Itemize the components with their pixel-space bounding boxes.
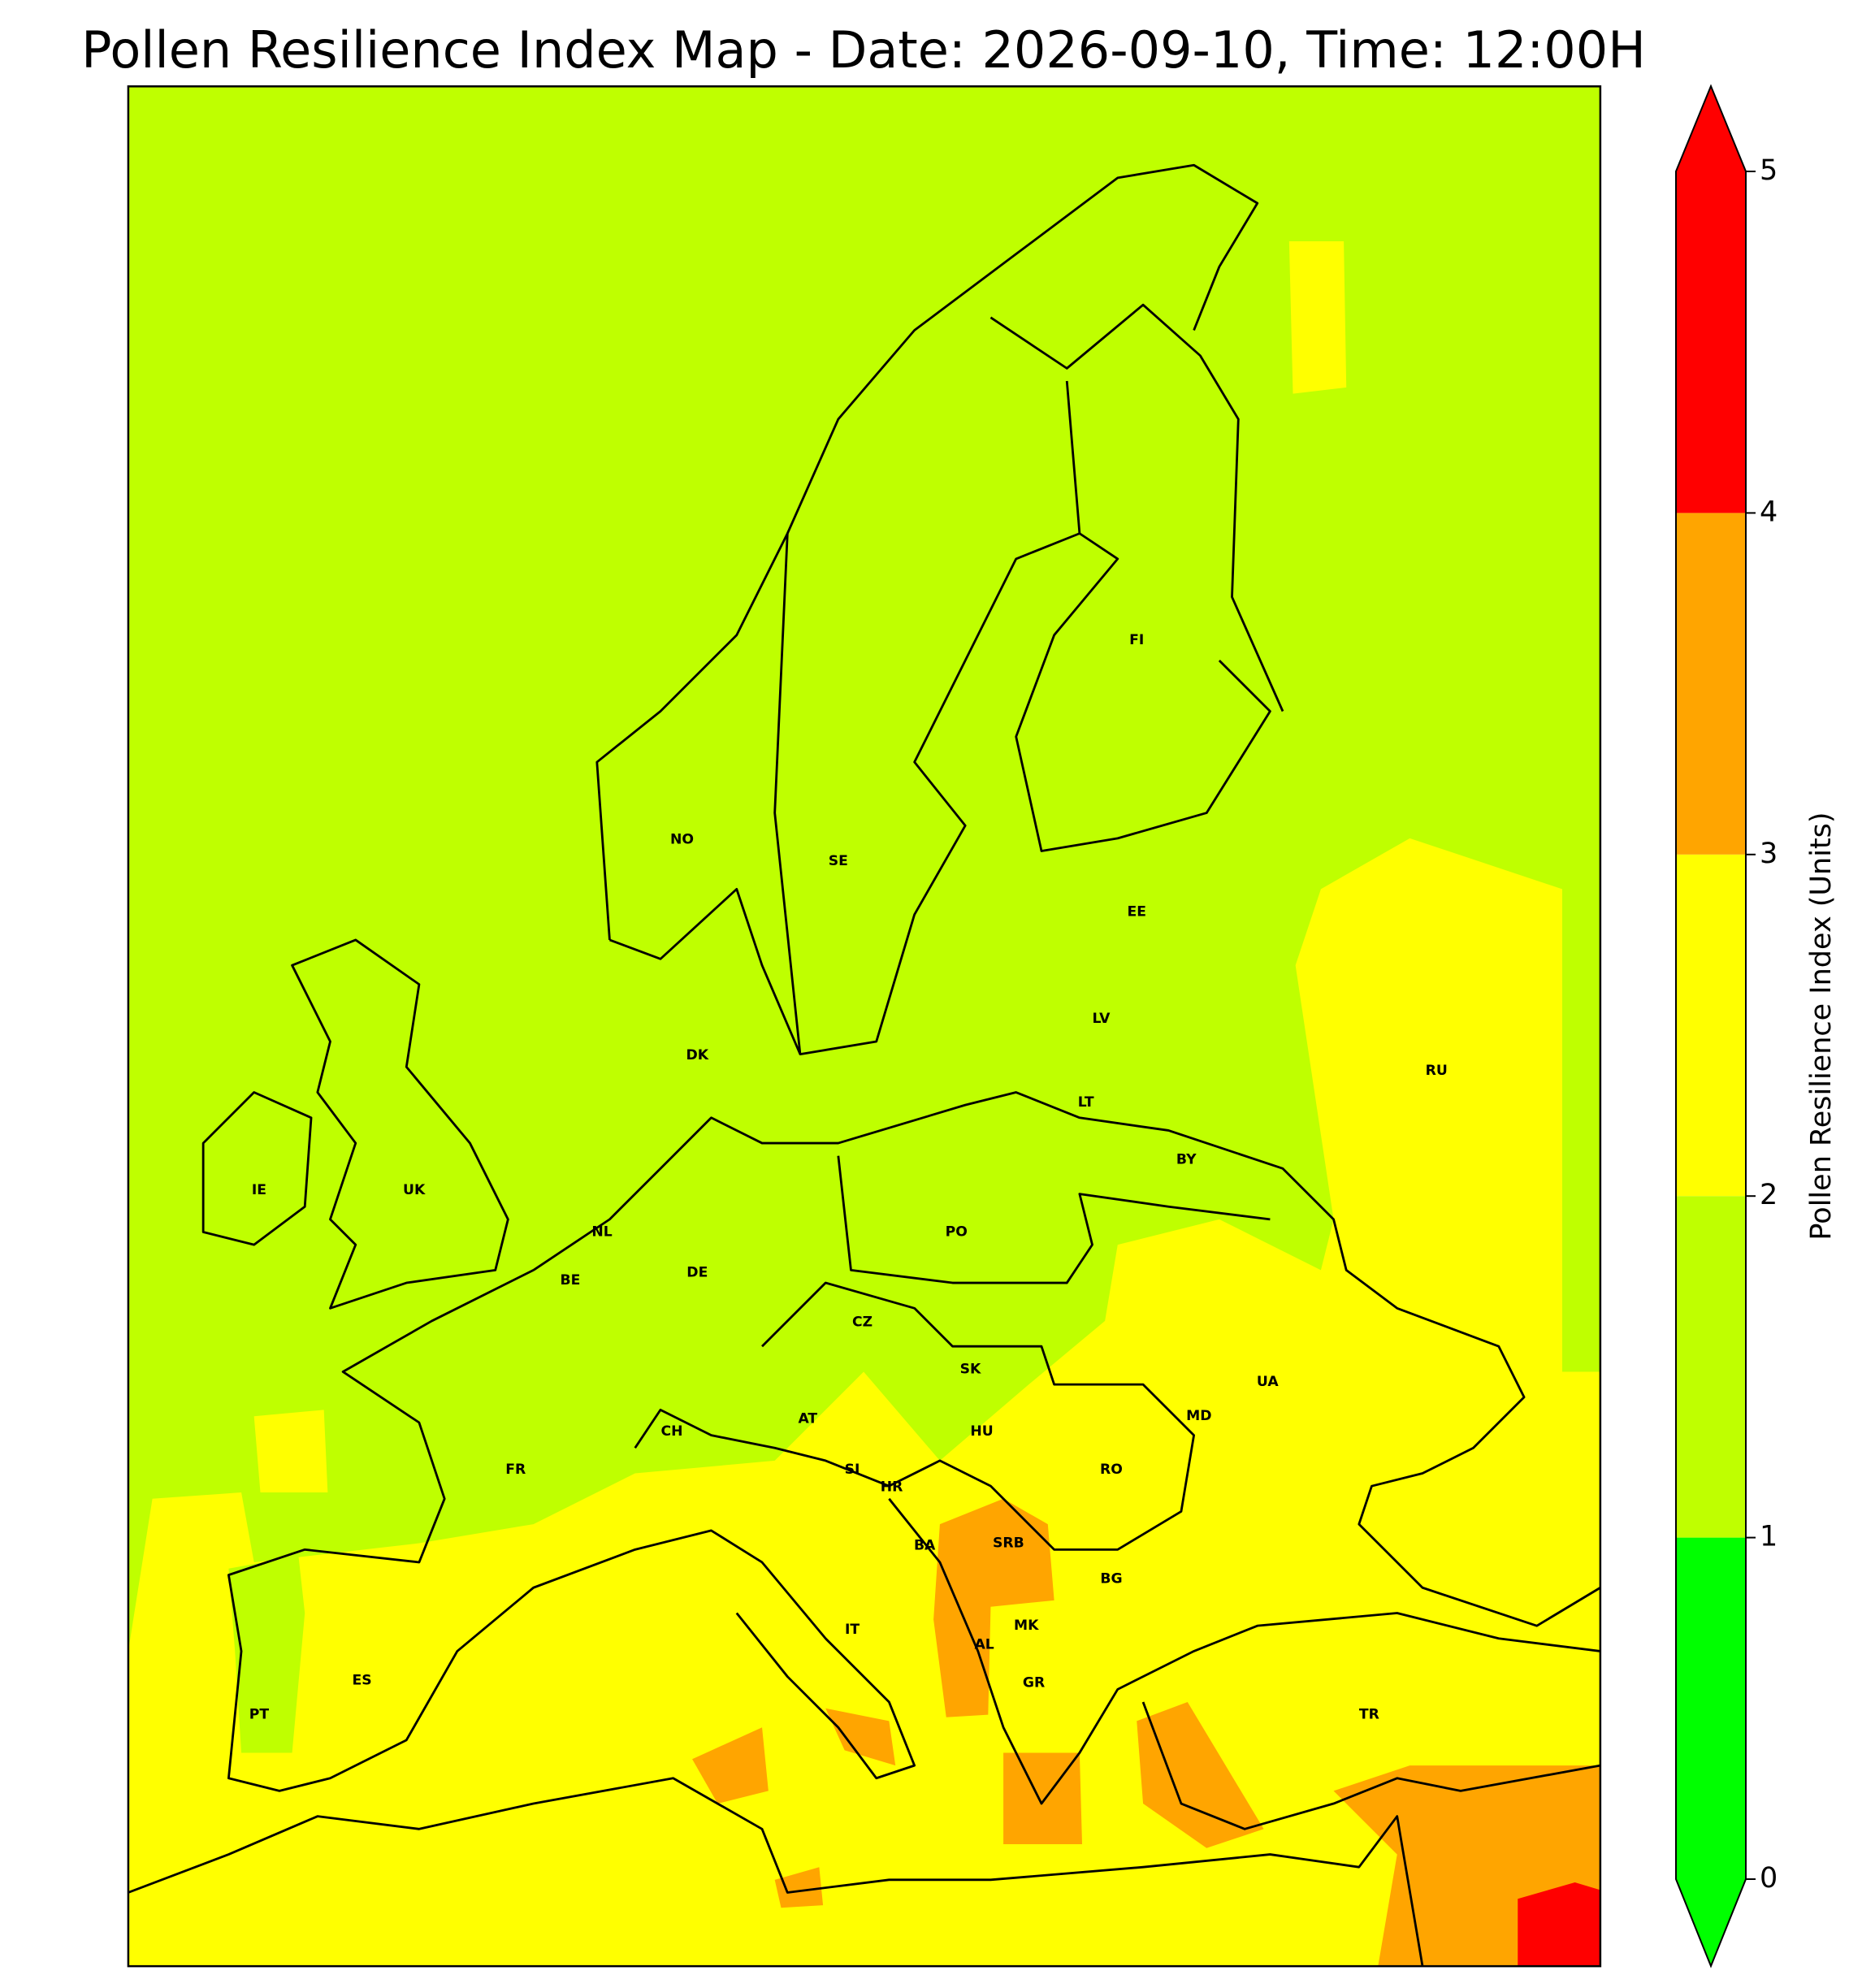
contour-level-3 [1137,1701,1264,1848]
country-label: DE [686,1265,708,1281]
contour-level-2 [253,1410,328,1492]
country-label: IT [845,1622,860,1638]
contour-level-2 [1288,241,1347,394]
coastline [128,1777,1424,1967]
country-label: DK [686,1047,709,1063]
country-label: BG [1100,1570,1122,1587]
country-label: RO [1100,1462,1123,1478]
coastline [291,938,509,1310]
country-label: FI [1129,632,1144,648]
coastline [595,163,1259,941]
coastline [227,1269,916,1792]
colorbar-tick-label: 0 [1760,1862,1778,1895]
country-label: BY [1176,1151,1197,1167]
country-label: IE [252,1182,266,1198]
country-label: LV [1093,1011,1111,1027]
country-label: SK [960,1361,981,1377]
coastline [773,303,1284,1055]
coastlines [128,163,1600,1967]
map-frame [127,85,1602,1968]
country-label: CZ [852,1314,873,1330]
coastline [608,532,1271,1056]
coastline [201,1091,313,1246]
coastline [634,1155,1271,1551]
country-label: UK [403,1182,426,1198]
map-title: Pollen Resilience Index Map - Date: 2026… [81,20,1646,80]
country-label: MK [1014,1618,1039,1634]
country-label: SRB [993,1535,1024,1552]
country-label: AT [798,1410,817,1427]
colorbar-segment [1676,854,1746,1197]
country-label: MD [1186,1408,1211,1424]
contour-level-4 [1518,1882,1600,1967]
country-label: NO [670,831,694,847]
country-label: GR [1023,1675,1045,1691]
colorbar-extend-min [1676,1879,1746,1966]
country-label: TR [1359,1707,1379,1723]
colorbar-extend-max [1676,86,1746,171]
country-label: EE [1128,904,1146,920]
colorbar-tick-label: 1 [1760,1521,1778,1553]
contour-level-3 [933,1498,1054,1717]
country-label: ES [353,1672,372,1688]
coastline [888,1497,1600,1830]
map: NO SE FI EE LV LT BY RU DK IE UK NL BE DE PO CZ SK UA MD AT… [127,85,1602,1968]
contour-level-2 [128,838,1600,1967]
country-label: PT [249,1707,270,1723]
colorbar-tick-label: 5 [1760,154,1778,187]
colorbar: 0 1 2 3 4 5 [1675,84,1778,1969]
index-contours [128,241,1600,1967]
colorbar-segment [1676,1537,1746,1879]
country-label: NL [591,1224,612,1240]
colorbar-label: Pollen Resilience Index (Units) [1805,812,1838,1240]
country-label: LT [1078,1094,1094,1111]
contour-level-3 [692,1727,769,1804]
colorbar-segment [1676,171,1746,513]
country-label: AL [975,1637,994,1653]
country-label: BE [561,1272,581,1289]
country-label: SE [829,853,848,869]
contour-level-1 [228,1556,305,1753]
country-label: HR [881,1479,903,1496]
country-label: FR [505,1462,526,1478]
country-label: BA [914,1538,936,1554]
country-label: UA [1257,1374,1279,1390]
country-label: SI [845,1462,860,1478]
colorbar-segment [1676,513,1746,855]
colorbar-tick-label: 4 [1760,496,1778,528]
country-labels: NO SE FI EE LV LT BY RU DK IE UK NL BE DE PO CZ SK UA MD AT… [249,632,1448,1723]
country-label: HU [970,1423,993,1440]
contour-level-3 [825,1708,896,1766]
country-label: PO [946,1224,968,1240]
country-label: RU [1426,1063,1448,1079]
country-label: CH [661,1423,683,1440]
colorbar-tick-label: 2 [1760,1179,1778,1211]
colorbar-segment [1676,1196,1746,1538]
contour-level-3 [774,1867,824,1908]
coastline [532,1091,1600,1627]
colorbar-tick-label: 3 [1760,838,1778,870]
